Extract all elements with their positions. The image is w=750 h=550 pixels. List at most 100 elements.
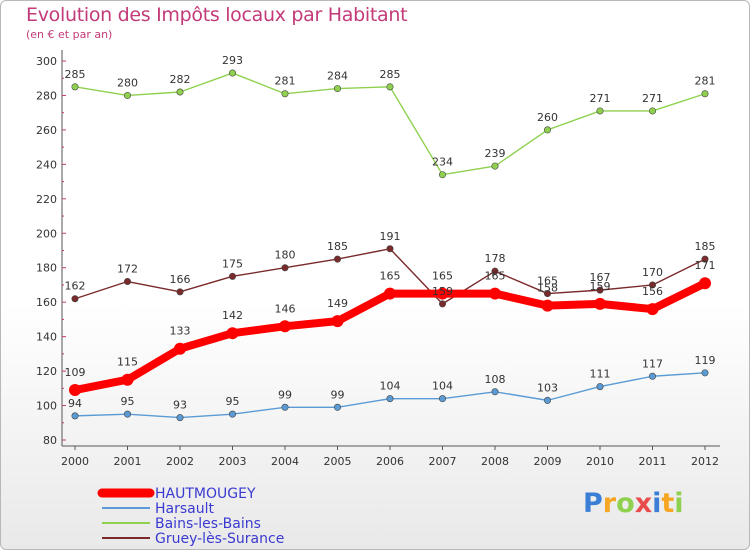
data-label: 239 [485, 147, 506, 160]
data-label: 149 [327, 297, 348, 310]
x-tick-label: 2009 [534, 455, 562, 468]
data-label: 146 [275, 302, 296, 315]
data-label: 166 [170, 273, 191, 286]
data-label: 271 [642, 92, 663, 105]
data-label: 109 [65, 366, 86, 379]
legend-label: HAUTMOUGEY [155, 486, 256, 502]
x-tick-label: 2003 [219, 455, 247, 468]
data-label: 165 [432, 270, 453, 283]
y-tick-label: 140 [36, 331, 57, 344]
y-tick-label: 200 [36, 227, 57, 240]
data-point [281, 264, 289, 272]
data-point [438, 395, 446, 403]
data-point [596, 286, 604, 294]
data-label: 165 [380, 270, 401, 283]
x-tick-label: 2000 [61, 455, 89, 468]
data-point [648, 107, 656, 115]
data-point [71, 295, 79, 303]
y-tick-label: 260 [36, 124, 57, 137]
data-point [543, 290, 551, 298]
data-label: 260 [537, 111, 558, 124]
x-tick-label: 2010 [586, 455, 614, 468]
data-point [174, 342, 186, 355]
y-tick-label: 180 [36, 262, 57, 275]
y-tick-label: 120 [36, 365, 57, 378]
data-point [491, 388, 499, 396]
data-label: 158 [537, 282, 558, 295]
x-tick-label: 2008 [481, 455, 509, 468]
data-point [176, 288, 184, 296]
x-tick-label: 2002 [166, 455, 194, 468]
data-point [124, 91, 132, 99]
data-point [541, 299, 554, 312]
x-tick-label: 2012 [691, 455, 719, 468]
y-tick-label: 100 [36, 400, 57, 413]
data-point [281, 403, 289, 411]
data-point [491, 162, 499, 170]
chart-title: Evolution des Impôts locaux par Habitant [26, 4, 408, 26]
data-label: 280 [117, 76, 138, 89]
data-label: 104 [432, 380, 453, 393]
data-label: 180 [275, 249, 296, 262]
logo-letter: i [652, 488, 662, 519]
data-label: 95 [226, 395, 240, 408]
logo-letter: P [583, 488, 603, 519]
logo-letter: t [661, 488, 675, 519]
data-point [386, 83, 394, 91]
data-point [226, 327, 239, 340]
data-label: 285 [380, 68, 401, 81]
data-label: 133 [170, 325, 191, 338]
data-point [648, 281, 656, 289]
data-label: 171 [695, 259, 716, 272]
y-tick-label: 240 [36, 158, 57, 171]
data-point [229, 272, 237, 280]
data-label: 159 [590, 280, 611, 293]
data-point [71, 83, 79, 91]
data-label: 170 [642, 266, 663, 279]
data-label: 281 [695, 75, 716, 88]
data-point [229, 69, 237, 77]
data-label: 271 [590, 92, 611, 105]
logo-letter: x [634, 488, 653, 519]
data-point [281, 90, 289, 98]
data-label: 282 [170, 73, 191, 86]
data-point [543, 126, 551, 134]
data-label: 191 [380, 230, 401, 243]
data-point [436, 287, 449, 300]
data-point [701, 90, 709, 98]
y-tick-label: 160 [36, 296, 57, 309]
data-label: 95 [121, 395, 135, 408]
data-label: 142 [222, 309, 243, 322]
data-label: 185 [695, 240, 716, 253]
legend-label: Bains-les-Bains [155, 516, 261, 532]
data-point [121, 373, 134, 386]
data-label: 172 [117, 263, 138, 276]
data-label: 234 [432, 156, 453, 169]
data-label: 293 [222, 54, 243, 67]
data-label: 93 [173, 399, 187, 412]
data-label: 284 [327, 70, 348, 83]
data-point [701, 255, 709, 263]
x-tick-label: 2011 [639, 455, 667, 468]
data-label: 104 [380, 380, 401, 393]
data-point [646, 303, 659, 316]
data-point [333, 255, 341, 263]
data-label: 99 [331, 388, 345, 401]
x-tick-label: 2005 [324, 455, 352, 468]
data-point [279, 320, 291, 333]
proxiti-logo: Proxiti [583, 488, 684, 519]
data-label: 156 [642, 285, 663, 298]
data-point [124, 410, 132, 418]
data-label: 165 [485, 270, 506, 283]
data-point [331, 315, 344, 328]
y-tick-label: 300 [36, 55, 57, 68]
data-label: 115 [117, 356, 138, 369]
data-point [333, 85, 341, 93]
logo-letter: i [674, 488, 684, 519]
logo-letter: o [616, 488, 635, 519]
data-label: 185 [327, 240, 348, 253]
data-point [699, 277, 711, 290]
data-label: 165 [537, 275, 558, 288]
